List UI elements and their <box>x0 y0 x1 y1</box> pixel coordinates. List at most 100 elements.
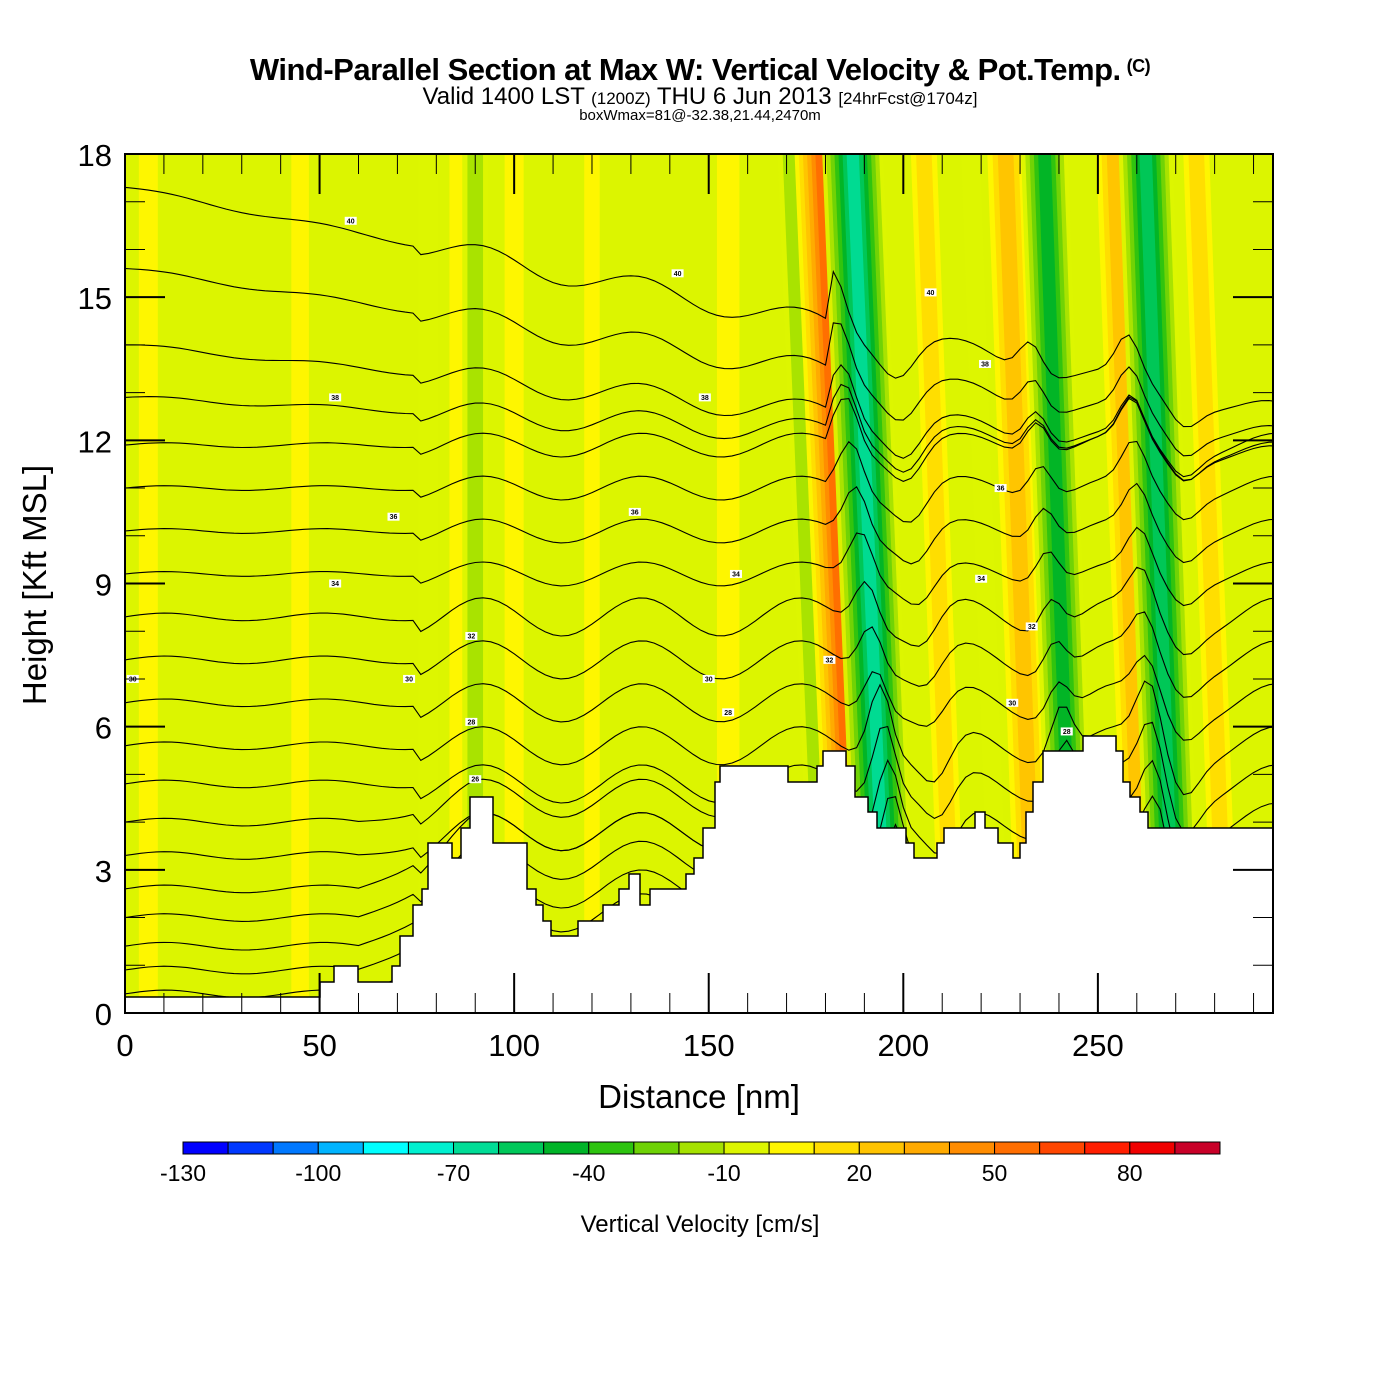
theta-contour-line <box>125 440 1273 523</box>
contour-label-box <box>671 269 684 278</box>
chart-subtitle: Valid 1400 LST (1200Z) THU 6 Jun 2013 [2… <box>0 84 1400 112</box>
theta-contour-line <box>125 396 1273 483</box>
colorbar-swatch <box>1039 1141 1086 1155</box>
velocity-band <box>1139 154 1182 1013</box>
x-axis-tick-labels: 0 50 100 150 200 250 <box>116 1028 1123 1063</box>
contour-label: 38 <box>981 361 989 368</box>
colorbar-swatch <box>362 1141 409 1155</box>
colorbar-swatch <box>723 1141 770 1155</box>
contour-label-box <box>329 579 342 588</box>
contour-label-box <box>979 359 992 368</box>
y-tick-label: 9 <box>95 568 112 603</box>
colorbar-swatch <box>858 1141 905 1155</box>
contour-label-box <box>469 775 482 784</box>
y-axis-title: Height [Kft MSL] <box>16 465 53 705</box>
colorbar-swatch <box>407 1141 455 1155</box>
x-tick-label: 50 <box>302 1028 336 1063</box>
valid-time: Valid 1400 LST <box>422 83 585 110</box>
forecast-info: [24hrFcst@1704z] <box>838 89 978 108</box>
contour-label: 28 <box>1063 729 1071 736</box>
y-tick-label: 12 <box>78 424 112 459</box>
colorbar-swatch <box>1084 1141 1131 1155</box>
y-tick-label: 3 <box>95 854 112 889</box>
colorbar-tick-label: -130 <box>160 1160 206 1186</box>
y-tick-label: 6 <box>95 711 112 746</box>
copyright-mark: (C) <box>1126 56 1151 76</box>
y-axis-tick-labels: 0 3 6 9 12 15 18 <box>78 138 112 1032</box>
colorbar-tick-label: 50 <box>982 1160 1008 1186</box>
contour-label: 32 <box>467 633 475 640</box>
colorbar-swatch <box>588 1141 635 1155</box>
colorbar-tick-label: 20 <box>847 1160 873 1186</box>
box-wmax-info: boxWmax=81@-32.38,21.44,2470m <box>579 107 821 124</box>
theta-contour-line <box>125 611 1273 698</box>
contour-label-box <box>344 216 357 225</box>
velocity-band <box>846 154 894 1013</box>
colorbar-swatch <box>317 1141 364 1155</box>
contour-label: 38 <box>331 395 339 402</box>
contour-label-box <box>994 484 1007 493</box>
velocity-band <box>997 154 1044 1013</box>
colorbar: -130 -100 -70 -40 -10 20 50 80 <box>160 1141 1221 1186</box>
x-axis-title: Distance [nm] <box>598 1078 800 1115</box>
colorbar-swatch <box>1174 1141 1221 1155</box>
contour-label: 34 <box>732 571 740 578</box>
velocity-band <box>418 154 439 1013</box>
theta-contour-line <box>125 186 1273 428</box>
contour-label: 40 <box>674 271 682 278</box>
velocity-band <box>504 154 524 1013</box>
plot-frame <box>124 153 1274 1014</box>
colorbar-swatch <box>498 1141 545 1155</box>
contour-label: 36 <box>997 486 1005 493</box>
contour-label: 30 <box>129 676 137 683</box>
contour-label-box <box>403 674 416 683</box>
colorbar-tick-label: -40 <box>572 1160 605 1186</box>
colorbar-swatch <box>227 1141 274 1155</box>
theta-contour-line <box>125 526 1273 607</box>
colorbar-swatch <box>453 1141 500 1155</box>
contour-label: 38 <box>701 395 709 402</box>
contour-label-box <box>1006 698 1019 707</box>
colorbar-swatch <box>813 1141 860 1155</box>
contour-label-box <box>823 655 836 664</box>
valid-date: THU 6 Jun 2013 <box>656 83 832 110</box>
theta-contour-line <box>125 344 1273 481</box>
contour-label: 40 <box>347 218 355 225</box>
colorbar-swatch <box>768 1141 815 1155</box>
x-tick-label: 200 <box>877 1028 929 1063</box>
contour-label-box <box>722 708 735 717</box>
x-tick-label: 250 <box>1072 1028 1124 1063</box>
contour-label: 36 <box>390 514 398 521</box>
contour-label: 36 <box>631 509 639 516</box>
colorbar-title: Vertical Velocity [cm/s] <box>581 1211 820 1238</box>
y-tick-label: 0 <box>95 997 112 1032</box>
velocity-band <box>584 154 600 1013</box>
colorbar-swatch <box>994 1141 1041 1155</box>
contour-label-box <box>465 631 478 640</box>
contour-label-box <box>329 393 342 402</box>
contour-label: 26 <box>471 777 479 784</box>
x-tick-label: 150 <box>683 1028 735 1063</box>
contour-label-box <box>1060 727 1073 736</box>
theta-contour-line <box>125 654 1273 741</box>
x-tick-label: 100 <box>488 1028 540 1063</box>
colorbar-swatch <box>182 1141 229 1155</box>
velocity-band <box>961 154 1011 1013</box>
contour-label-box <box>975 574 988 583</box>
contour-label: 28 <box>724 710 732 717</box>
velocity-band <box>291 154 309 1013</box>
colorbar-swatch <box>633 1141 680 1155</box>
contour-label: 34 <box>331 581 339 588</box>
contour-label: 30 <box>1008 700 1016 707</box>
contour-label: 28 <box>467 719 475 726</box>
velocity-band <box>1188 154 1235 1013</box>
contour-label-box <box>729 569 742 578</box>
colorbar-swatch <box>543 1141 590 1155</box>
velocity-band <box>916 154 962 1013</box>
y-tick-label: 18 <box>78 138 112 173</box>
valid-utc: (1200Z) <box>591 89 651 108</box>
theta-contour-line <box>125 566 1273 656</box>
x-tick-label: 0 <box>116 1028 133 1063</box>
contour-label: 32 <box>825 657 833 664</box>
